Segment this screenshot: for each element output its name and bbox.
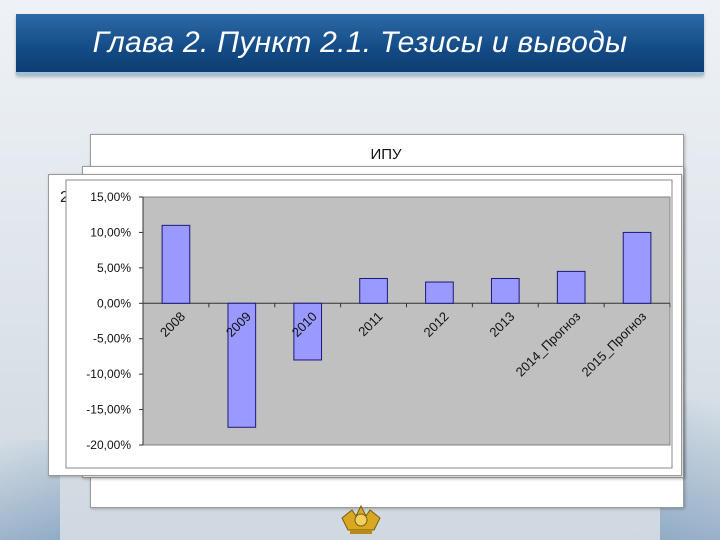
- y-tick-label: 0,00%: [97, 296, 131, 310]
- y-tick-label: 15,00%: [90, 190, 131, 204]
- bar: [556, 270, 586, 304]
- title-bar: Глава 2. Пункт 2.1. Тезисы и выводы: [16, 14, 704, 75]
- emblem-icon: [341, 504, 381, 534]
- chart-title: ИПУ: [370, 146, 402, 163]
- partial-page-label: 2: [60, 189, 69, 206]
- y-axis-ticks: 15,00% 10,00% 5,00% 0,00% -5,00% -10,00% -15,0…: [86, 190, 143, 452]
- bars: [161, 224, 671, 428]
- y-tick-label: -10,00%: [86, 367, 131, 381]
- y-tick-label: -20,00%: [86, 438, 131, 452]
- y-tick-label: 5,00%: [97, 261, 131, 275]
- bar: [425, 281, 454, 304]
- bar: [490, 277, 520, 304]
- bar: [161, 224, 191, 304]
- bar: [359, 277, 388, 304]
- bar: [622, 231, 652, 304]
- slide-title: Глава 2. Пункт 2.1. Тезисы и выводы: [92, 26, 628, 59]
- plot-area: [142, 196, 671, 446]
- y-tick-label: -5,00%: [93, 332, 131, 346]
- bar: [227, 302, 257, 428]
- bar: [293, 302, 323, 361]
- y-tick-label: -15,00%: [86, 403, 131, 417]
- y-tick-label: 10,00%: [90, 225, 131, 239]
